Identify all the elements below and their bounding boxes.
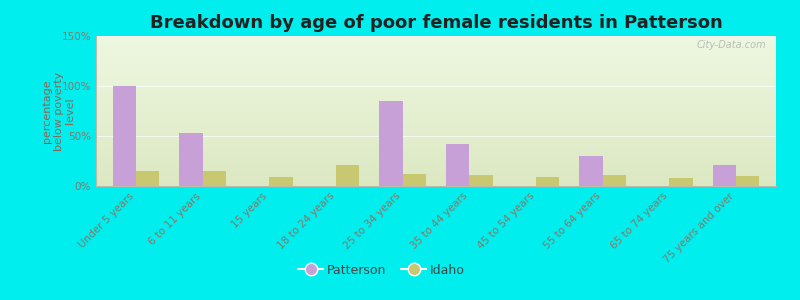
Bar — [536, 177, 559, 186]
Title: Breakdown by age of poor female residents in Patterson: Breakdown by age of poor female resident… — [150, 14, 722, 32]
Bar — [446, 144, 470, 186]
Bar — [113, 86, 136, 186]
Bar — [379, 101, 402, 186]
Bar — [202, 171, 226, 186]
Bar — [336, 165, 359, 186]
Bar — [579, 156, 602, 186]
Y-axis label: percentage
below poverty
level: percentage below poverty level — [42, 71, 75, 151]
Bar — [136, 171, 159, 186]
Bar — [670, 178, 693, 186]
Bar — [602, 175, 626, 186]
Bar — [270, 177, 293, 186]
Legend: Patterson, Idaho: Patterson, Idaho — [294, 259, 470, 282]
Bar — [470, 175, 493, 186]
Text: City-Data.com: City-Data.com — [696, 40, 766, 50]
Bar — [179, 133, 202, 186]
Bar — [402, 174, 426, 186]
Bar — [736, 176, 759, 186]
Bar — [713, 165, 736, 186]
